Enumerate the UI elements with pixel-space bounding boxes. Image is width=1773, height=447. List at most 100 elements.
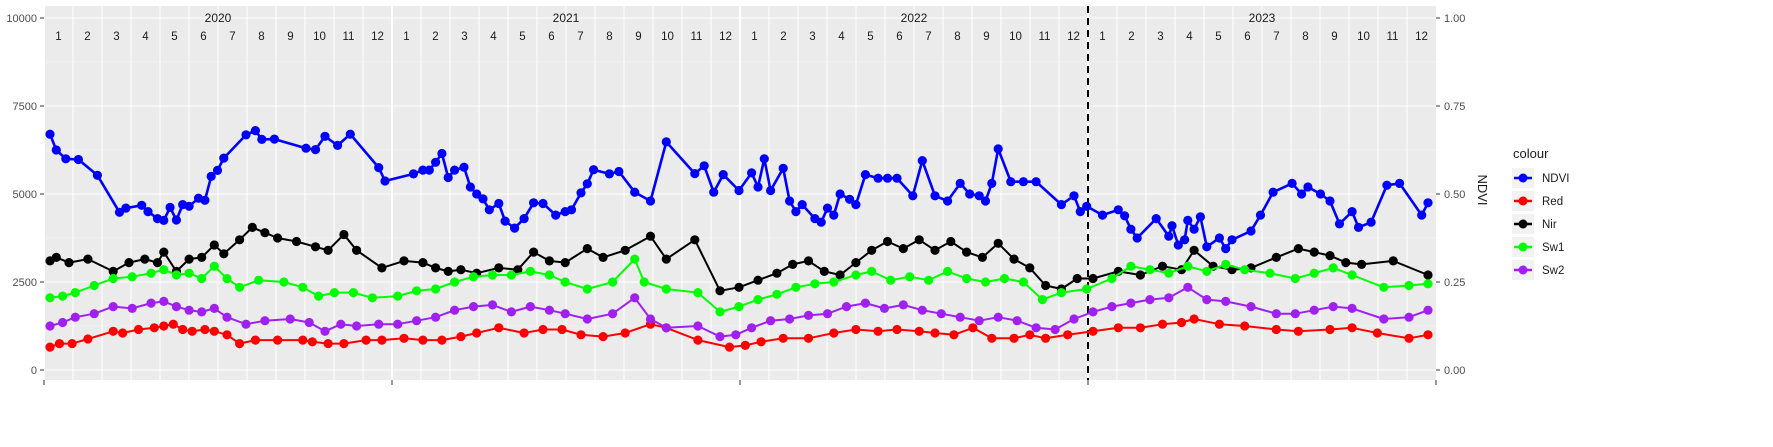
data-point: [810, 279, 820, 289]
data-point: [285, 314, 295, 324]
data-point: [273, 233, 283, 243]
data-point: [693, 321, 703, 331]
data-point: [1221, 259, 1231, 269]
series-sw1: [45, 254, 1433, 317]
month-label: 8: [258, 31, 264, 43]
month-label: 7: [925, 31, 931, 43]
data-point: [993, 238, 1003, 248]
data-point: [822, 203, 833, 213]
data-point: [788, 259, 798, 269]
month-label: 9: [1331, 31, 1337, 43]
data-point: [291, 236, 302, 247]
data-point: [1037, 295, 1047, 305]
data-point: [137, 200, 147, 210]
data-point: [1107, 302, 1117, 312]
data-point: [1271, 309, 1281, 319]
data-point: [1347, 207, 1357, 217]
month-label: 9: [635, 31, 641, 43]
data-point: [851, 324, 861, 335]
data-point: [759, 154, 769, 164]
data-point: [1006, 177, 1016, 187]
data-point: [168, 319, 178, 329]
y2-axis-title: NDVI: [1475, 174, 1490, 205]
data-point: [412, 316, 422, 326]
data-point: [766, 316, 776, 326]
data-point: [930, 245, 940, 255]
data-point: [45, 342, 55, 352]
data-point: [310, 145, 321, 155]
month-label: 11: [1039, 31, 1051, 43]
data-point: [529, 247, 539, 257]
data-point: [235, 339, 245, 349]
data-point: [320, 326, 330, 336]
data-point: [348, 288, 358, 298]
data-point: [943, 266, 953, 276]
data-point: [930, 328, 940, 338]
month-label: 2: [84, 31, 90, 43]
data-point: [576, 188, 586, 198]
data-point: [980, 277, 991, 287]
data-point: [1303, 182, 1313, 192]
legend-label: NDVI: [1542, 173, 1569, 185]
data-point: [1173, 240, 1183, 250]
data-point: [209, 303, 219, 313]
data-point: [519, 214, 529, 224]
data-point: [892, 324, 902, 335]
data-point: [431, 263, 441, 273]
data-point: [772, 289, 782, 299]
data-point: [64, 258, 74, 268]
data-point: [898, 300, 908, 310]
data-point: [1041, 280, 1051, 291]
data-point: [443, 266, 453, 276]
month-label: 10: [661, 31, 674, 43]
data-point: [206, 171, 216, 181]
data-point: [367, 293, 377, 303]
data-point: [557, 324, 567, 335]
data-point: [747, 323, 757, 333]
data-point: [304, 317, 314, 328]
data-point: [143, 207, 153, 217]
data-point: [108, 302, 118, 312]
data-point: [639, 277, 649, 287]
data-point: [829, 210, 839, 220]
data-point: [1157, 319, 1168, 329]
data-point: [576, 330, 586, 340]
data-point: [108, 326, 118, 336]
month-label: 11: [1387, 31, 1399, 43]
data-point: [1056, 288, 1066, 298]
data-point: [1214, 319, 1224, 329]
data-point: [159, 215, 169, 225]
data-point: [734, 282, 744, 292]
data-point: [1347, 270, 1357, 280]
month-label: 10: [1009, 31, 1022, 43]
data-point: [431, 157, 441, 167]
data-point: [1189, 245, 1199, 255]
data-point: [977, 252, 988, 262]
data-point: [1202, 266, 1212, 276]
data-point: [45, 321, 55, 331]
data-point: [914, 326, 924, 336]
data-point: [450, 165, 460, 175]
y2-tick-label: 1.00: [1444, 13, 1465, 25]
data-point: [1221, 296, 1231, 306]
data-point: [127, 272, 137, 282]
data-point: [1012, 316, 1022, 326]
data-point: [380, 176, 390, 186]
data-point: [538, 324, 548, 335]
data-point: [92, 170, 102, 180]
data-point: [917, 305, 927, 315]
data-point: [753, 182, 763, 192]
data-point: [1082, 284, 1092, 294]
data-point: [753, 295, 763, 305]
data-point: [58, 291, 68, 301]
data-point: [1423, 270, 1433, 280]
data-point: [468, 302, 479, 312]
data-point: [152, 258, 163, 268]
data-point: [1347, 323, 1357, 333]
month-label: 5: [519, 31, 525, 43]
data-point: [661, 323, 671, 333]
data-point: [339, 229, 349, 240]
data-point: [140, 254, 150, 264]
data-point: [560, 258, 570, 268]
data-point: [734, 185, 744, 196]
